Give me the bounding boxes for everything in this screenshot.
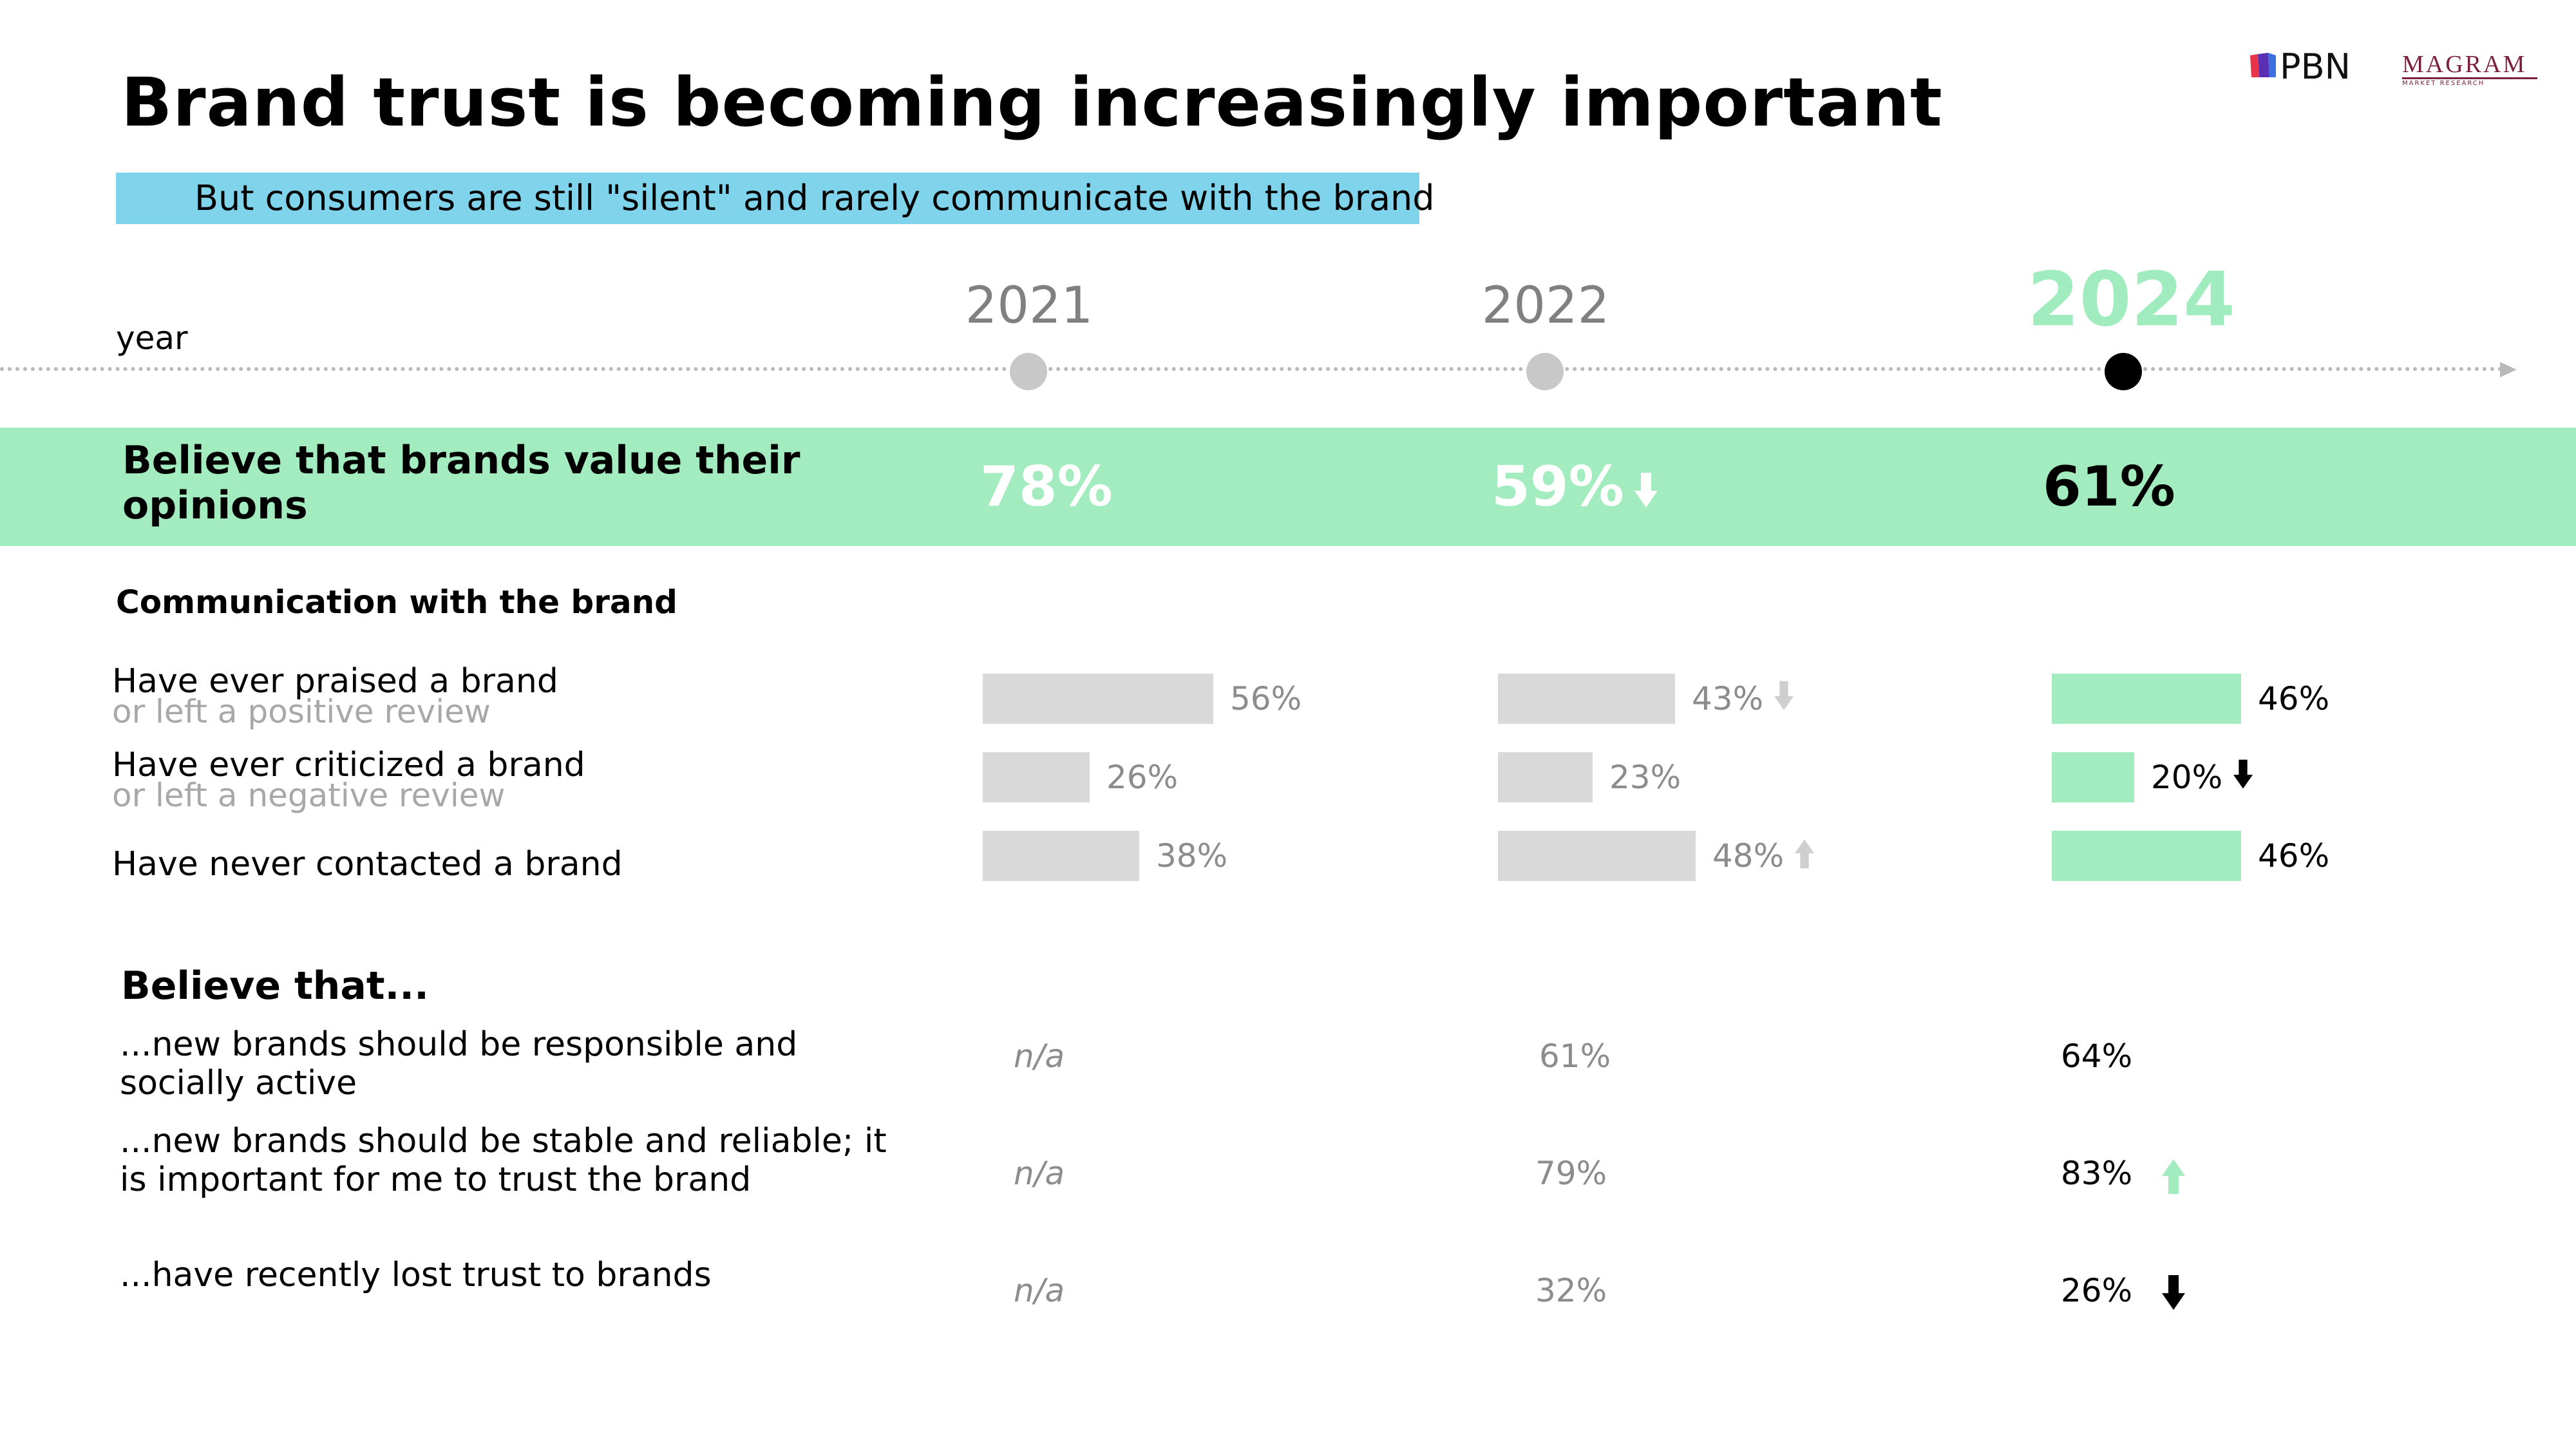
headline-value-2021: 78%	[980, 455, 1113, 519]
pbn-logo: PBN	[2249, 48, 2371, 86]
page-title: Brand trust is becoming increasingly imp…	[121, 63, 1943, 142]
believe-row-label: ...have recently lost trust to brands	[120, 1256, 712, 1294]
headline-value-2022: 59%	[1492, 455, 1659, 519]
comm-row-label: Have never contacted a brand	[112, 845, 623, 884]
bar-value-label: 23%	[1609, 759, 1681, 796]
subtitle: But consumers are still "silent" and rar…	[194, 178, 1435, 218]
believe-row-label: ...new brands should be responsible and …	[120, 1025, 798, 1103]
bar-2021-row0	[983, 674, 1213, 724]
believe-value-2022: 61%	[1539, 1037, 1611, 1075]
bar-value-label: 26%	[1106, 759, 1179, 796]
bar-2024-row1	[2052, 752, 2134, 802]
bar-2024-row2	[2052, 831, 2241, 881]
bar-value-label: 38%	[1156, 837, 1228, 875]
bar-2022-row1	[1498, 752, 1593, 802]
timeline-dot-2024	[2105, 353, 2142, 390]
believe-heading: Believe that...	[121, 963, 429, 1009]
timeline-arrow-icon	[2500, 362, 2517, 377]
arrow-down-icon	[2162, 1274, 2186, 1310]
believe-value-2021: n/a	[1014, 1272, 1065, 1309]
believe-value-2021: n/a	[1014, 1155, 1065, 1192]
bar-value-label: 46%	[2258, 680, 2330, 717]
bar-value-label: 20%	[2151, 752, 2255, 805]
headline-label: Believe that brands value their opinions	[122, 438, 800, 528]
comm-row-sublabel: or left a positive review	[112, 693, 491, 730]
believe-value-2022: 79%	[1535, 1155, 1607, 1192]
bar-2024-row0	[2052, 674, 2241, 724]
pbn-logo-text: PBN	[2280, 46, 2351, 87]
timeline-dot-2022	[1526, 353, 1564, 390]
bar-value-label: 46%	[2258, 837, 2330, 875]
comm-row-label: Have ever criticized a brand	[112, 746, 585, 784]
pbn-logo-icon	[2250, 53, 2276, 77]
headline-value-2024: 61%	[2043, 455, 2175, 519]
arrow-up-icon	[1793, 833, 1816, 884]
bar-2021-row2	[983, 831, 1139, 881]
communication-heading: Communication with the brand	[116, 583, 677, 621]
believe-value-2024: 64%	[2061, 1037, 2133, 1075]
magram-logo-text: MAGRAM	[2402, 51, 2527, 78]
arrow-down-icon	[1772, 676, 1795, 726]
comm-row-sublabel: or left a negative review	[112, 777, 506, 814]
believe-row-label: ...new brands should be stable and relia…	[120, 1122, 887, 1199]
timeline-line	[0, 367, 2512, 371]
believe-value-2024: 26%	[2061, 1271, 2186, 1312]
bar-value-label: 56%	[1230, 680, 1302, 717]
believe-value-2022: 32%	[1535, 1272, 1607, 1309]
headline-band	[0, 428, 2576, 546]
comm-row-label: Have ever praised a brand	[112, 662, 558, 701]
subtitle-banner	[116, 173, 1419, 224]
year-2021-label: 2021	[965, 277, 1094, 335]
arrow-up-icon	[2162, 1159, 2186, 1194]
year-2022-label: 2022	[1481, 277, 1610, 335]
bar-2022-row2	[1498, 831, 1696, 881]
timeline-dot-2021	[1010, 353, 1047, 390]
year-axis-label: year	[116, 319, 188, 357]
believe-value-2024: 83%	[2061, 1154, 2186, 1195]
bar-value-label: 48%	[1712, 831, 1816, 884]
magram-logo-tagline: MARKET RESEARCH	[2402, 77, 2537, 88]
bar-2022-row0	[1498, 674, 1675, 724]
arrow-down-icon	[2231, 755, 2255, 805]
bar-value-label: 43%	[1692, 674, 1795, 726]
year-2024-label: 2024	[2027, 256, 2235, 343]
bar-2021-row1	[983, 752, 1090, 802]
magram-logo: MAGRAM MARKET RESEARCH	[2402, 52, 2537, 88]
arrow-down-icon	[1634, 472, 1658, 507]
believe-value-2021: n/a	[1014, 1037, 1065, 1075]
